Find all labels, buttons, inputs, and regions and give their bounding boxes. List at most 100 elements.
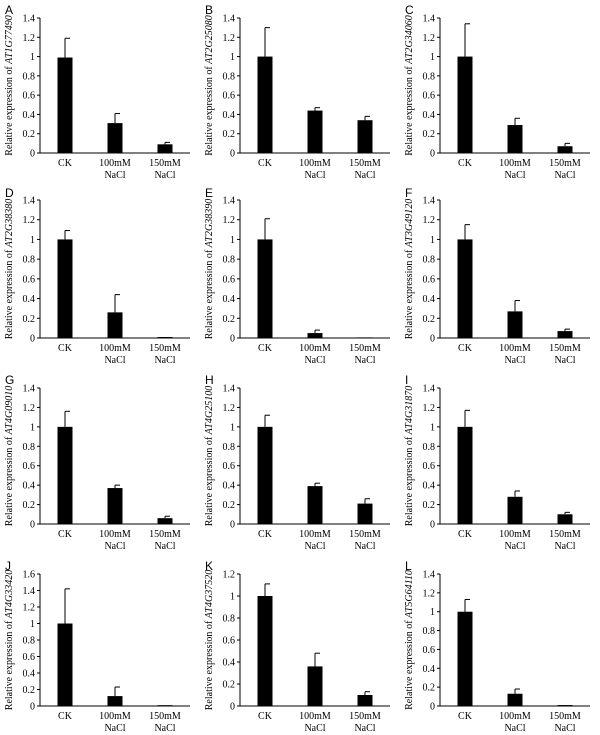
x-category-label: 100mM xyxy=(499,711,531,722)
y-axis-label: Relative expression of AT4G25100 xyxy=(204,386,215,526)
x-category-label: 100mM xyxy=(99,529,131,540)
y-tick-label: 1.2 xyxy=(223,33,236,44)
bar xyxy=(557,146,573,153)
y-tick-label: 1 xyxy=(230,592,235,603)
y-tick-label: 0.8 xyxy=(223,71,236,82)
y-axis-label-gene: AT2G38380 xyxy=(4,199,15,249)
y-tick-label: 1.2 xyxy=(23,403,36,414)
y-tick-label: 1.4 xyxy=(223,196,236,207)
bar xyxy=(57,57,73,153)
bar xyxy=(457,611,473,706)
bar xyxy=(357,503,373,524)
x-category-label: CK xyxy=(58,529,73,540)
bar xyxy=(507,311,523,338)
y-tick-label: 0.6 xyxy=(23,461,36,472)
chart-panel-b: B 0 0.2 0.4 0.6 0.8 1 1.2 1.4 Relative expression… xyxy=(204,3,390,181)
y-tick-label: 0.4 xyxy=(423,481,436,492)
bar xyxy=(257,426,273,524)
y-tick-label: 0.4 xyxy=(423,110,436,121)
y-axis-label-gene: AT4G25100 xyxy=(204,386,215,436)
y-tick-label: 0.4 xyxy=(223,294,236,305)
y-tick-label: 0.4 xyxy=(23,294,36,305)
y-tick-label: 0.6 xyxy=(223,636,236,647)
y-axis-label-prefix: Relative expression of xyxy=(4,247,15,339)
y-tick-label: 1 xyxy=(30,422,35,433)
x-category-label: NaCl xyxy=(554,723,575,734)
y-tick-label: 1.2 xyxy=(423,215,436,226)
y-tick-label: 1.2 xyxy=(23,215,36,226)
x-category-label: 150mM xyxy=(149,711,181,722)
y-axis-label-prefix: Relative expression of xyxy=(404,434,415,526)
bar xyxy=(357,120,373,153)
y-axis-label-prefix: Relative expression of xyxy=(404,618,415,710)
y-tick-label: 0.8 xyxy=(23,442,36,453)
y-tick-label: 0.6 xyxy=(423,461,436,472)
bar xyxy=(257,56,273,154)
x-category-label: CK xyxy=(258,529,273,540)
y-tick-label: 1.2 xyxy=(23,603,36,614)
y-axis-label: Relative expression of AT2G38380 xyxy=(4,199,15,339)
x-category-label: 150mM xyxy=(149,158,181,169)
chart-panel-d: D 0 0.2 0.4 0.6 0.8 1 1.2 1.4 Relative expression… xyxy=(4,186,190,366)
y-tick-label: 1 xyxy=(430,52,435,63)
y-axis-label-gene: AT2G34060 xyxy=(404,15,415,65)
x-category-label: NaCl xyxy=(154,355,175,366)
y-tick-label: 0 xyxy=(230,334,235,345)
y-tick-label: 0.8 xyxy=(423,255,436,266)
x-category-label: 150mM xyxy=(549,343,581,354)
chart-panel-h: H 0 0.2 0.4 0.6 0.8 1 1.2 1.4 Relative expression… xyxy=(204,373,390,552)
bar xyxy=(107,312,123,338)
panel-letter: D xyxy=(5,186,14,200)
y-tick-label: 0.4 xyxy=(223,658,236,669)
y-tick-label: 0.2 xyxy=(23,129,36,140)
y-tick-label: 0.6 xyxy=(423,91,436,102)
y-tick-label: 0.2 xyxy=(423,500,436,511)
y-tick-label: 1.4 xyxy=(23,196,36,207)
panel-letter: E xyxy=(205,186,213,200)
x-category-label: 150mM xyxy=(149,343,181,354)
x-category-label: CK xyxy=(258,711,273,722)
panel-letter: G xyxy=(5,373,14,387)
bar xyxy=(307,486,323,524)
bar xyxy=(557,705,573,706)
y-axis-label-prefix: Relative expression of xyxy=(4,618,15,710)
x-category-label: 100mM xyxy=(499,158,531,169)
y-tick-label: 0.2 xyxy=(423,314,436,325)
y-tick-label: 0 xyxy=(30,334,35,345)
y-axis-label-gene: AT3G49120 xyxy=(404,199,415,249)
y-tick-label: 0 xyxy=(430,520,435,531)
x-category-label: NaCl xyxy=(304,355,325,366)
x-category-label: 100mM xyxy=(299,711,331,722)
y-axis-label: Relative expression of AT1G77490 xyxy=(4,15,15,155)
y-tick-label: 0.8 xyxy=(423,626,436,637)
y-tick-label: 0.8 xyxy=(23,636,36,647)
x-category-label: NaCl xyxy=(504,541,525,552)
x-category-label: NaCl xyxy=(154,723,175,734)
x-category-label: NaCl xyxy=(554,170,575,181)
y-tick-label: 0.8 xyxy=(223,614,236,625)
x-category-label: 100mM xyxy=(99,158,131,169)
y-axis-label-prefix: Relative expression of xyxy=(404,247,415,339)
y-tick-label: 0.4 xyxy=(23,481,36,492)
y-axis-label-gene: AT4G33420 xyxy=(4,570,15,620)
x-category-label: 150mM xyxy=(349,343,381,354)
bar xyxy=(307,333,323,338)
bar xyxy=(557,331,573,338)
y-tick-label: 1 xyxy=(430,422,435,433)
y-tick-label: 0.8 xyxy=(223,442,236,453)
x-category-label: CK xyxy=(58,158,73,169)
y-tick-label: 1.2 xyxy=(223,570,236,581)
y-tick-label: 1.2 xyxy=(423,33,436,44)
bar xyxy=(157,337,173,338)
x-category-label: NaCl xyxy=(554,355,575,366)
chart-panel-j: J 0 0.2 0.4 0.6 0.8 1 1.2 1.4 1.6 Relative express… xyxy=(4,559,190,734)
y-tick-label: 0 xyxy=(30,149,35,160)
y-tick-label: 0.2 xyxy=(223,680,236,691)
y-tick-label: 1 xyxy=(30,52,35,63)
x-category-label: NaCl xyxy=(104,170,125,181)
bar xyxy=(507,496,523,524)
y-tick-label: 1.2 xyxy=(423,588,436,599)
y-tick-label: 0.4 xyxy=(423,294,436,305)
bar xyxy=(257,596,273,706)
x-category-label: CK xyxy=(458,158,473,169)
